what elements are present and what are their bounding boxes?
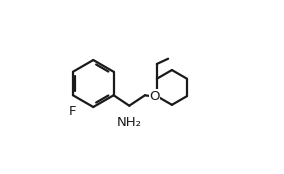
Text: F: F — [69, 105, 77, 118]
Text: O: O — [149, 90, 160, 103]
Text: NH₂: NH₂ — [117, 116, 142, 129]
